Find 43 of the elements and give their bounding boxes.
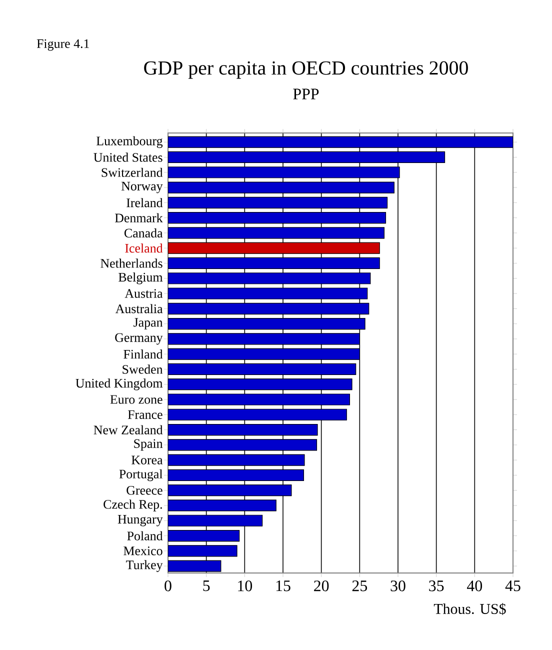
x-axis-title: Thous. US$ [434,603,506,615]
y-tick-label: Euro zone [110,395,162,404]
y-tick-label: New Zealand [94,425,163,434]
y-tick-label: Denmark [114,213,163,222]
y-tick-label: Spain [134,439,163,451]
y-tick-label: Finland [124,350,163,359]
x-tick-label: 35 [429,580,444,592]
x-tick-label: 45 [505,580,520,592]
x-tick-label: 40 [467,580,482,592]
x-tick-label: 15 [276,580,290,592]
y-tick-label: Australia [115,304,163,314]
y-tick-label: Ireland [126,198,163,208]
y-tick-label: Sweden [122,364,163,374]
x-tick-label: 10 [238,580,252,592]
y-tick-label: Norway [121,182,163,194]
y-tick-label: Poland [127,531,163,540]
y-tick-label: Czech Rep. [104,500,162,512]
y-tick-label: Switzerland [102,168,163,177]
y-tick-label: Portugal [119,469,163,482]
y-tick-label: France [128,410,162,419]
x-tick-label: 5 [203,580,210,592]
y-tick-label: Germany [115,333,163,345]
chart-title: GDP per capita in OECD countries 2000 [144,61,468,79]
y-tick-label: Canada [124,228,163,238]
y-tick-label: Iceland [125,244,163,253]
y-tick-label: Luxembourg [96,136,163,148]
caption: Figure 4.1 [36,39,89,51]
y-tick-label: Turkey [126,560,163,572]
y-tick-label: Netherlands [100,258,162,268]
y-tick-label: United States [94,152,162,162]
y-tick-label: Korea [132,456,163,464]
y-tick-label: Austria [124,289,163,298]
x-tick-label: 0 [164,580,172,592]
y-tick-label: Hungary [118,514,163,526]
y-tick-label: Japan [134,318,163,330]
y-tick-label: United Kingdom [76,378,163,390]
x-tick-label: 30 [390,580,406,592]
chart-subtitle: PPP [293,88,319,100]
x-tick-label: 20 [314,580,329,592]
y-tick-label: Belgium [118,272,163,284]
y-tick-label: Mexico [124,546,162,556]
y-tick-label: Greece [126,486,162,495]
x-tick-label: 25 [352,580,368,592]
